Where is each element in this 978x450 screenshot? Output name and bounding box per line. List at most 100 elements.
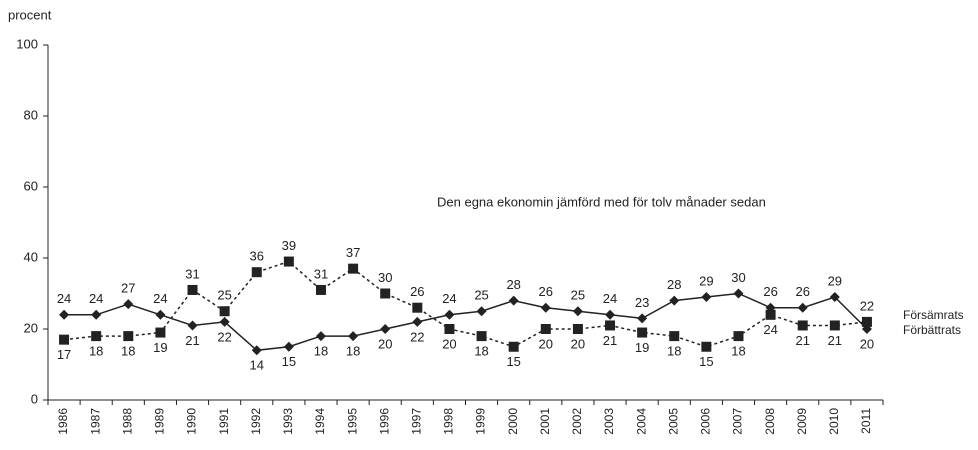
data-label: 18	[314, 344, 328, 359]
data-label: 20	[539, 336, 553, 351]
y-tick-label: 40	[24, 249, 38, 264]
data-label: 15	[699, 354, 713, 369]
marker	[765, 309, 776, 320]
data-label: 22	[410, 329, 424, 344]
x-tick-label: 1991	[217, 408, 231, 435]
marker	[187, 284, 198, 295]
data-label: 39	[282, 238, 296, 253]
data-label: 15	[282, 354, 296, 369]
marker	[412, 302, 423, 313]
x-tick-label: 1990	[185, 408, 199, 435]
x-tick-label: 2005	[666, 408, 680, 435]
data-label: 25	[571, 288, 585, 303]
data-label: 24	[57, 291, 71, 306]
data-label: 24	[442, 291, 456, 306]
series-line	[63, 260, 868, 348]
marker	[476, 331, 487, 342]
marker	[733, 331, 744, 342]
data-label: 26	[795, 284, 809, 299]
data-label: 28	[667, 277, 681, 292]
marker	[251, 345, 262, 356]
data-label: 18	[346, 344, 360, 359]
x-tick-label: 2008	[763, 408, 777, 435]
marker	[861, 316, 872, 327]
marker	[540, 324, 551, 334]
data-label: 18	[731, 344, 745, 359]
marker	[444, 309, 455, 320]
marker	[59, 309, 70, 320]
marker	[155, 309, 166, 320]
data-label: 24	[763, 322, 777, 337]
y-tick-label: 20	[24, 320, 38, 335]
marker	[669, 295, 680, 306]
data-label: 22	[217, 329, 231, 344]
data-label: 21	[185, 333, 199, 348]
marker	[123, 331, 134, 342]
marker	[605, 309, 616, 320]
marker	[829, 292, 840, 303]
x-tick-label: 1993	[281, 408, 295, 435]
y-axis-label: procent	[8, 7, 52, 22]
x-tick-label: 2004	[634, 408, 648, 435]
marker	[412, 316, 423, 327]
marker	[829, 320, 840, 331]
data-label: 19	[153, 340, 167, 355]
x-tick-label: 2011	[859, 408, 873, 434]
data-label: 37	[346, 245, 360, 260]
data-label: 31	[185, 266, 199, 281]
data-label: 18	[89, 344, 103, 359]
marker	[637, 327, 648, 338]
marker	[701, 341, 712, 352]
y-tick-label: 80	[24, 107, 38, 122]
marker	[348, 331, 359, 342]
marker	[733, 288, 744, 299]
data-label: 36	[250, 249, 264, 264]
marker	[637, 313, 648, 324]
series-label: Förbättrats	[903, 323, 961, 337]
x-tick-label: 2001	[538, 408, 552, 435]
marker	[283, 341, 294, 352]
x-tick-label: 2010	[827, 408, 841, 435]
marker	[669, 331, 680, 342]
marker	[155, 327, 166, 338]
x-tick-label: 1988	[120, 408, 134, 435]
marker	[701, 292, 712, 303]
x-tick-label: 1989	[153, 408, 167, 435]
annotation: Den egna ekonomin jämförd med för tolv m…	[437, 194, 766, 209]
x-tick-label: 2007	[731, 408, 745, 435]
marker	[219, 316, 230, 327]
data-label: 21	[795, 333, 809, 348]
data-label: 18	[121, 344, 135, 359]
x-tick-label: 1987	[88, 408, 102, 435]
data-label: 30	[378, 270, 392, 285]
series-label: Försämrats	[903, 308, 964, 322]
x-tick-label: 1986	[56, 408, 70, 435]
series-line	[64, 292, 868, 352]
marker	[380, 288, 391, 299]
marker	[476, 306, 487, 317]
marker	[91, 331, 102, 342]
data-label: 26	[410, 284, 424, 299]
marker	[59, 334, 70, 345]
marker	[797, 320, 808, 331]
data-label: 17	[57, 347, 71, 362]
marker	[91, 309, 102, 320]
data-label: 20	[571, 336, 585, 351]
x-tick-label: 1996	[377, 408, 391, 435]
marker	[508, 295, 519, 306]
x-tick-label: 1997	[409, 408, 423, 435]
y-tick-label: 60	[24, 178, 38, 193]
data-label: 18	[667, 344, 681, 359]
data-label: 20	[442, 336, 456, 351]
marker	[315, 284, 326, 295]
marker	[315, 331, 326, 342]
data-label: 24	[153, 291, 167, 306]
data-label: 20	[378, 336, 392, 351]
x-tick-label: 1999	[474, 408, 488, 435]
x-tick-label: 2009	[795, 408, 809, 435]
marker	[605, 320, 616, 331]
data-label: 18	[474, 344, 488, 359]
marker	[219, 306, 230, 317]
marker	[572, 306, 583, 317]
